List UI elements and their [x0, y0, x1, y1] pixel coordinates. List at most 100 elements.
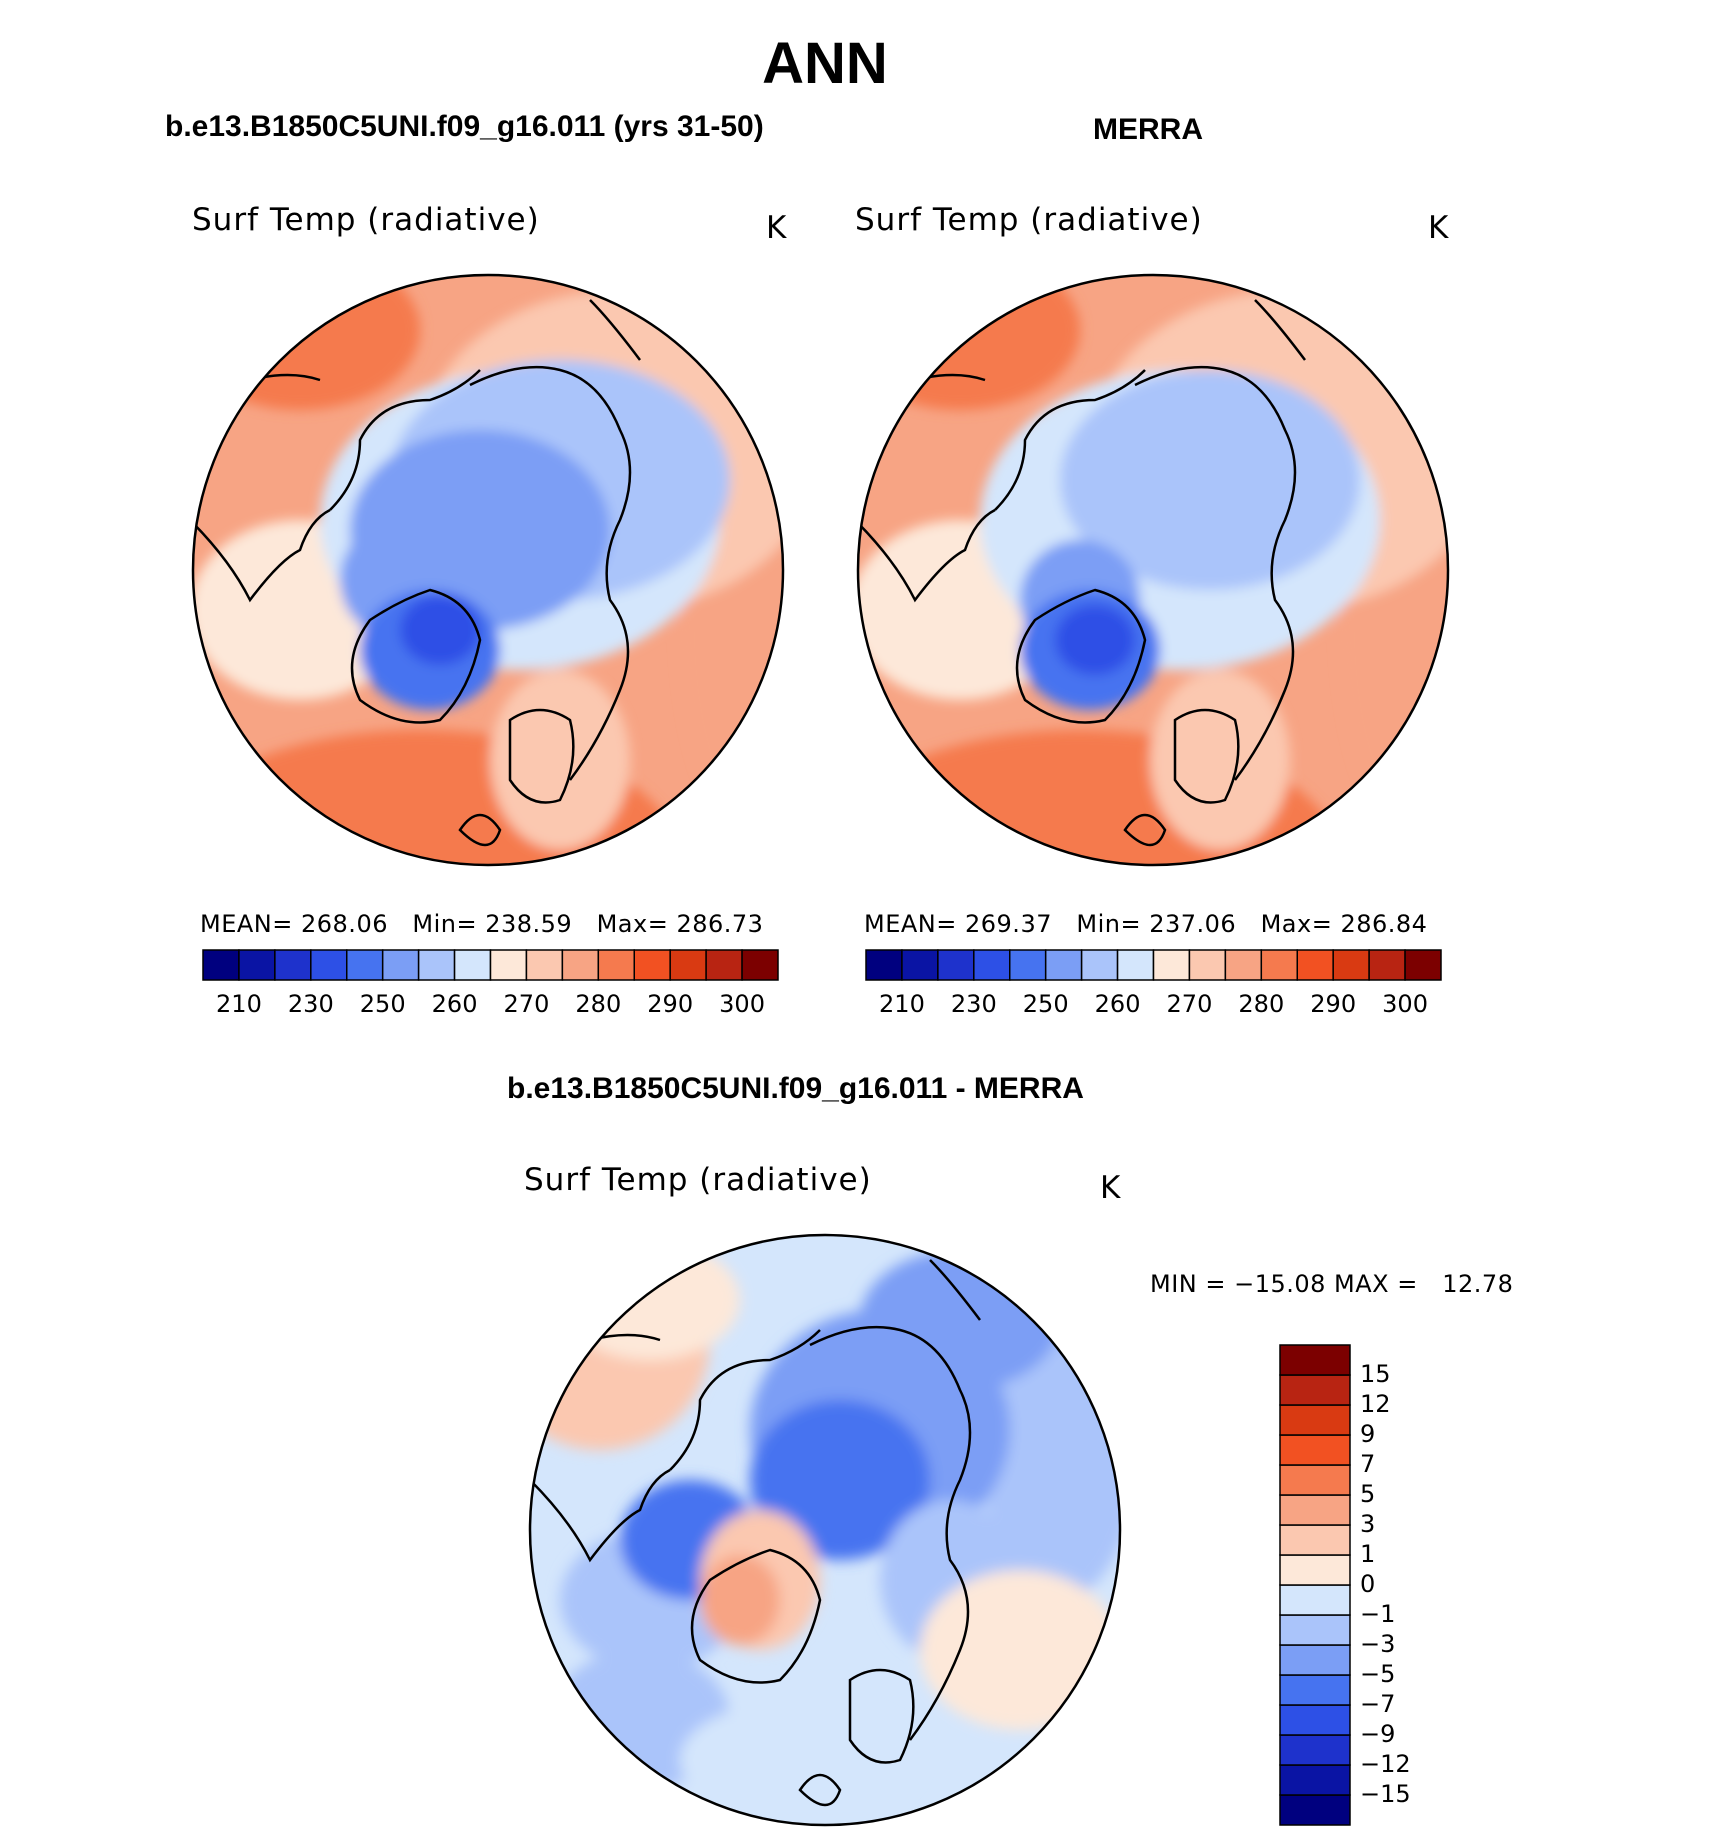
colorbar-tick-label: 3 [1360, 1510, 1376, 1538]
diff-panel-title: b.e13.B1850C5UNI.f09_g16.011 - MERRA [507, 1072, 1084, 1105]
colorbar-tick-label: −5 [1360, 1660, 1396, 1688]
colorbar-swatch [1260, 949, 1298, 981]
colorbar-tick-label: 15 [1360, 1360, 1391, 1388]
colorbar-swatch [525, 949, 564, 981]
colorbar-tick-label: 260 [431, 990, 478, 1018]
obs-max-value: 286.84 [1340, 910, 1428, 938]
colorbar-tick-label: 290 [1310, 990, 1357, 1018]
colorbar-swatch [381, 949, 420, 981]
colorbar-tick-label: 260 [1094, 990, 1141, 1018]
colorbar-tick-label: 5 [1360, 1480, 1376, 1508]
obs-colorbar-ticks: 210 230 250 260 270 280 290 300 [866, 990, 1441, 1020]
colorbar-tick-label: −9 [1360, 1720, 1396, 1748]
model-stats: MEAN= 268.06 Min= 238.59 Max= 286.73 [200, 910, 763, 938]
colorbar-swatch [346, 949, 384, 981]
colorbar-tick-label: 280 [1238, 990, 1285, 1018]
colorbar-swatch [417, 949, 456, 981]
colorbar-tick-label: 7 [1360, 1450, 1376, 1478]
colorbar-tick-label: 290 [647, 990, 694, 1018]
colorbar-tick-label: 210 [879, 990, 925, 1018]
diff-minmax: MIN = −15.08 MAX = 12.78 [1150, 1270, 1514, 1298]
colorbar-swatch [1279, 1614, 1351, 1646]
diff-units-label: K [1100, 1170, 1122, 1206]
model-mean-value: 268.06 [301, 910, 388, 938]
diff-colorbar [1279, 1344, 1351, 1826]
obs-temperature-field [858, 275, 1448, 865]
colorbar-swatch [1279, 1344, 1351, 1376]
colorbar-swatch [1044, 949, 1083, 981]
colorbar-tick-label: −15 [1360, 1780, 1411, 1808]
colorbar-tick-label: 230 [287, 990, 334, 1018]
colorbar-swatch [937, 949, 975, 981]
colorbar-swatch [1279, 1794, 1351, 1826]
model-max-value: 286.73 [676, 910, 764, 938]
colorbar-swatch [705, 949, 743, 981]
colorbar-tick-label: 210 [216, 990, 262, 1018]
colorbar-swatch [1279, 1494, 1351, 1526]
diff-coastlines [530, 1259, 981, 1807]
obs-stats: MEAN= 269.37 Min= 237.06 Max= 286.84 [864, 910, 1427, 938]
colorbar-swatch [1224, 949, 1263, 981]
colorbar-tick-label: 0 [1360, 1570, 1376, 1598]
model-panel-title: b.e13.B1850C5UNI.f09_g16.011 (yrs 31-50) [165, 110, 764, 143]
colorbar-swatch [597, 949, 635, 981]
colorbar-swatch [1279, 1404, 1351, 1436]
colorbar-swatch [1332, 949, 1370, 981]
colorbar-swatch [865, 949, 903, 981]
model-min-value: 238.59 [485, 910, 573, 938]
colorbar-tick-label: −1 [1360, 1600, 1396, 1628]
colorbar-tick-label: −12 [1360, 1750, 1411, 1778]
model-coastlines [193, 299, 641, 847]
colorbar-swatch [1279, 1374, 1351, 1406]
colorbar-tick-label: 250 [359, 990, 406, 1018]
colorbar-swatch [1279, 1554, 1351, 1586]
colorbar-swatch [310, 949, 348, 981]
diff-temperature-field [530, 1235, 1120, 1825]
colorbar-swatch [1279, 1734, 1351, 1766]
colorbar-swatch [1279, 1524, 1351, 1556]
model-colorbar [202, 949, 779, 981]
colorbar-tick-label: −7 [1360, 1690, 1396, 1718]
colorbar-swatch [489, 949, 528, 981]
colorbar-swatch [1279, 1764, 1351, 1796]
model-min-label: Min= [412, 910, 478, 938]
obs-units-label: K [1428, 210, 1450, 246]
colorbar-swatch [1279, 1674, 1351, 1706]
obs-min-label: Min= [1076, 910, 1142, 938]
colorbar-tick-label: 12 [1360, 1390, 1391, 1418]
colorbar-swatch [1279, 1704, 1351, 1736]
model-units-label: K [766, 210, 788, 246]
colorbar-tick-label: 270 [503, 990, 550, 1018]
diff-colorbar-ticks: 15 12 9 7 5 3 1 0 −1 −3 −5 −7 −9 −12 −15 [1360, 1345, 1440, 1825]
colorbar-swatch [1279, 1434, 1351, 1466]
colorbar-swatch [1152, 949, 1191, 981]
colorbar-swatch [1080, 949, 1119, 981]
obs-panel-title: MERRA [1093, 113, 1203, 146]
colorbar-swatch [1279, 1464, 1351, 1496]
obs-variable-label: Surf Temp (radiative) [855, 202, 1203, 238]
colorbar-swatch [1279, 1584, 1351, 1616]
colorbar-swatch [1404, 949, 1442, 981]
obs-colorbar [865, 949, 1442, 981]
colorbar-tick-label: 280 [575, 990, 622, 1018]
colorbar-swatch [741, 949, 779, 981]
colorbar-tick-label: 250 [1022, 990, 1069, 1018]
obs-mean-value: 269.37 [965, 910, 1052, 938]
obs-mean-label: MEAN= [864, 910, 957, 938]
obs-max-label: Max= [1260, 910, 1333, 938]
colorbar-tick-label: 1 [1360, 1540, 1376, 1568]
colorbar-tick-label: 300 [719, 990, 765, 1018]
model-colorbar-ticks: 210 230 250 260 270 280 290 300 [203, 990, 778, 1020]
model-max-label: Max= [596, 910, 669, 938]
colorbar-tick-label: 300 [1382, 990, 1428, 1018]
colorbar-swatch [669, 949, 707, 981]
colorbar-tick-label: −3 [1360, 1630, 1396, 1658]
colorbar-tick-label: 230 [950, 990, 997, 1018]
colorbar-tick-label: 9 [1360, 1420, 1376, 1448]
colorbar-tick-label: 270 [1166, 990, 1213, 1018]
obs-min-value: 237.06 [1149, 910, 1237, 938]
colorbar-swatch [1279, 1644, 1351, 1676]
figure-title: ANN [762, 31, 888, 96]
